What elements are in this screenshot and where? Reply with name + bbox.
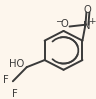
Text: −: −: [55, 16, 62, 25]
Text: HO: HO: [9, 59, 24, 69]
Text: +: +: [88, 17, 95, 26]
Text: O: O: [61, 19, 68, 29]
Text: F: F: [3, 75, 9, 85]
Text: O: O: [84, 5, 91, 15]
Text: N: N: [83, 21, 90, 31]
Text: F: F: [12, 89, 18, 99]
